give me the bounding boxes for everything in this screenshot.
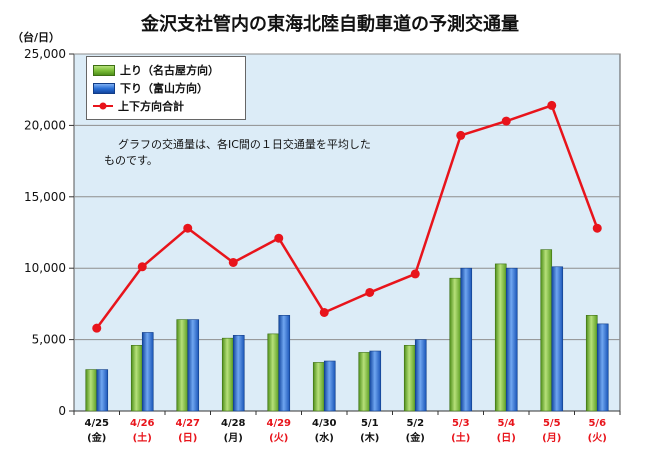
y-tick-label: 25,000 — [24, 47, 66, 61]
bar-up — [449, 277, 462, 412]
bar-up — [585, 315, 598, 412]
legend: 上り（名古屋方向） 下り（富山方向） 上下方向合計 — [86, 56, 246, 120]
bar-up — [85, 369, 98, 412]
x-tick-label-weekday: (金) — [406, 431, 425, 444]
x-tick-label-weekday: (日) — [497, 432, 516, 444]
y-tick-label: 15,000 — [24, 190, 66, 204]
bar-down — [187, 319, 200, 412]
bar-up — [130, 345, 143, 412]
legend-swatch-up — [93, 64, 115, 76]
x-tick-label-weekday: (土) — [451, 431, 470, 444]
point-total — [501, 116, 511, 126]
bar-up — [221, 337, 234, 412]
y-tick-label: 20,000 — [24, 118, 66, 132]
x-tick-label-date: 4/25 — [84, 418, 109, 429]
bar-up — [494, 263, 507, 412]
bar-down — [369, 350, 382, 412]
y-tick-label: 10,000 — [24, 261, 66, 275]
x-tick-label-date: 4/27 — [175, 418, 200, 429]
bar-down — [414, 339, 427, 412]
bar-down — [323, 360, 336, 412]
x-tick-label-date: 5/3 — [452, 418, 470, 429]
y-tick-label: 5,000 — [32, 333, 66, 347]
bar-down — [278, 315, 291, 412]
x-tick-label-date: 5/6 — [588, 418, 606, 429]
point-total — [319, 307, 329, 317]
x-tick-label-weekday: (日) — [178, 432, 197, 444]
x-tick-label-weekday: (月) — [542, 432, 561, 444]
bar-down — [96, 369, 109, 412]
point-total — [456, 130, 466, 140]
x-tick-label-date: 5/2 — [406, 418, 424, 429]
legend-item-down: 下り（富山方向） — [93, 79, 239, 97]
y-tick-label: 0 — [58, 404, 66, 418]
bar-up — [403, 345, 416, 412]
bar-up — [312, 362, 325, 412]
point-total — [547, 100, 557, 110]
bar-down — [141, 332, 154, 412]
point-total — [365, 287, 375, 297]
legend-swatch-down — [93, 82, 115, 94]
legend-label-down: 下り（富山方向） — [120, 82, 208, 95]
point-total — [592, 223, 602, 233]
x-tick-label-date: 4/30 — [312, 418, 337, 429]
x-tick-label-date: 4/26 — [130, 418, 155, 429]
legend-label-total: 上下方向合計 — [118, 100, 184, 113]
legend-item-total: 上下方向合計 — [93, 97, 239, 115]
chart-note: グラフの交通量は、各IC間の１日交通量を平均したものです。 — [104, 138, 371, 167]
point-total — [410, 269, 420, 279]
x-tick-label-weekday: (火) — [269, 432, 288, 444]
bar-down — [551, 266, 564, 412]
point-total — [92, 323, 102, 333]
x-tick-label-date: 5/4 — [497, 418, 515, 429]
point-total — [183, 223, 193, 233]
x-tick-label-weekday: (火) — [588, 432, 607, 444]
legend-item-up: 上り（名古屋方向） — [93, 61, 239, 79]
point-total — [228, 257, 238, 267]
x-tick-label-weekday: (木) — [360, 431, 379, 444]
bar-up — [176, 319, 189, 412]
bar-up — [358, 352, 371, 412]
bar-down — [596, 323, 609, 412]
chart-title: 金沢支社管内の東海北陸自動車道の予測交通量 — [141, 14, 519, 35]
series-line-total — [95, 104, 599, 329]
x-tick-label-weekday: (水) — [315, 431, 334, 444]
bar-up — [540, 249, 553, 412]
point-total — [274, 233, 284, 243]
point-total — [137, 262, 147, 272]
x-tick-label-date: 5/5 — [543, 418, 561, 429]
y-axis-unit: （台/日） — [12, 31, 61, 44]
bar-up — [267, 333, 280, 412]
x-tick-label-date: 5/1 — [361, 418, 379, 429]
bar-down — [232, 335, 245, 412]
x-tick-label-weekday: (金) — [87, 431, 106, 444]
bar-down — [460, 267, 473, 412]
legend-swatch-total — [93, 101, 113, 111]
x-tick-label-weekday: (土) — [133, 431, 152, 444]
bar-down — [505, 267, 518, 412]
legend-label-up: 上り（名古屋方向） — [120, 64, 219, 77]
x-tick-label-date: 4/29 — [266, 418, 291, 429]
x-tick-label-date: 4/28 — [221, 418, 246, 429]
x-tick-label-weekday: (月) — [224, 432, 243, 444]
